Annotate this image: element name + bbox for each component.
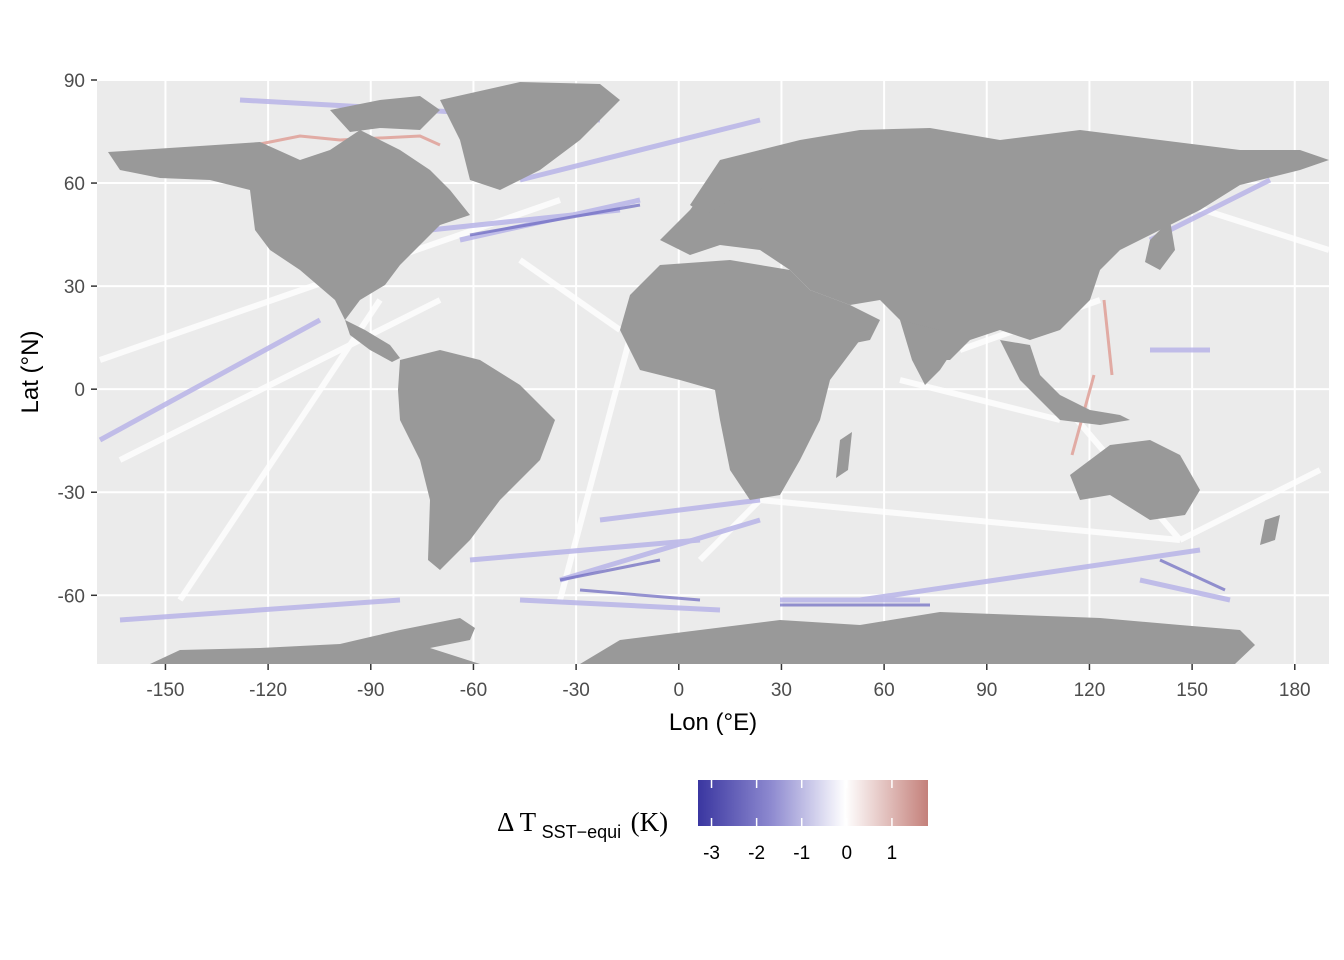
legend-title-unit: (K) [631,807,668,837]
arctic-islands-land [330,96,440,132]
x-tick-label: 120 [1074,680,1106,701]
madagascar-land [836,432,852,478]
new-zealand-land [1260,515,1280,545]
scandinavia-land [690,150,780,215]
legend-break-label: -1 [793,843,810,864]
japan-land [1145,220,1175,270]
y-tick-label: -60 [58,586,85,607]
y-axis-title: Lat (°N) [17,331,44,414]
legend-breaks: -3 -2 -1 0 1 [703,780,897,864]
legend-break-label: 1 [887,843,898,864]
africa-land [620,260,860,500]
y-tick-label: 90 [64,71,85,92]
x-tick-label: 150 [1176,680,1208,701]
y-tick-label: 0 [74,380,85,401]
y-tick-label: 60 [64,174,85,195]
y-tick-label: 30 [64,277,85,298]
land [108,82,1329,664]
central-america-land [345,320,400,362]
x-tick-label: 0 [673,680,684,701]
ship-tracks-strong [469,203,1226,607]
y-tick-label: -30 [58,483,85,504]
maritime-southeast-asia-land [1000,340,1130,425]
legend-title-subscript: SST−equi [542,822,622,842]
x-tick-label: 60 [874,680,895,701]
legend-title-main: Δ T [497,807,537,837]
legend-break-label: -3 [703,843,720,864]
arabia-land [810,290,880,345]
greenland-land [440,82,620,190]
legend-colorbar [698,780,928,826]
y-axis: 90 60 30 0 -30 -60 [58,71,97,607]
south-america-land [398,350,555,570]
x-tick-label: -90 [357,680,384,701]
map-panel [97,79,1329,664]
x-axis-title: Lon (°E) [669,709,757,736]
x-tick-label: -120 [249,680,287,701]
x-tick-label: 180 [1279,680,1311,701]
legend-title: Δ T SST−equi (K) [497,807,668,842]
x-tick-label: -60 [460,680,487,701]
sst-field [98,82,1329,664]
north-america-land [108,130,470,320]
x-tick-label: -30 [562,680,589,701]
x-tick-label: 30 [771,680,792,701]
eurasia-land [660,128,1329,360]
legend-break-label: 0 [842,843,853,864]
india-land [900,320,960,385]
x-tick-label: 90 [976,680,997,701]
antarctica-land [150,612,1255,664]
x-axis: -150 -120 -90 -60 -30 0 30 60 90 120 150 180 [146,664,1311,701]
australia-land [1070,440,1200,520]
legend: Δ T SST−equi (K) -3 -2 -1 0 1 [497,780,928,864]
x-tick-label: -150 [146,680,184,701]
legend-break-label: -2 [748,843,765,864]
